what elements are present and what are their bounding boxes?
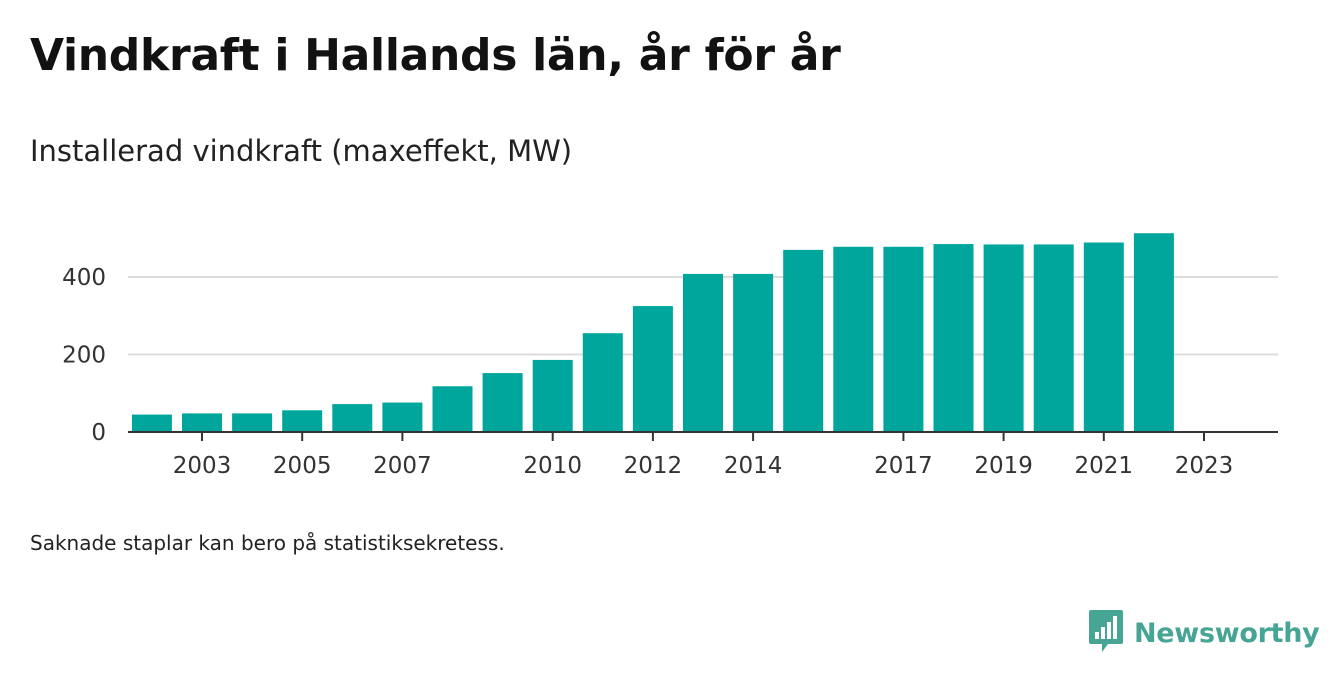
axes: 0 200 400 2003 2005 2007 2010 2012 2014 2017 2019 2…: [62, 265, 1278, 479]
x-tick-label: 2003: [173, 453, 232, 479]
brand-name: Newsworthy: [1134, 617, 1320, 649]
chart-title: Vindkraft i Hallands län, år för år: [30, 30, 841, 81]
bar-2011[interactable]: [582, 333, 623, 432]
x-tick-label: 2021: [1075, 453, 1134, 479]
bar-2012[interactable]: [632, 306, 673, 432]
bars: [131, 233, 1174, 432]
bar-2019[interactable]: [983, 244, 1024, 432]
bar-2022[interactable]: [1133, 233, 1174, 432]
bar-2017[interactable]: [883, 246, 924, 432]
x-tick-label: 2014: [724, 453, 783, 479]
bar-2007[interactable]: [382, 402, 423, 432]
bar-2016[interactable]: [833, 246, 874, 432]
x-tick-label: 2017: [874, 453, 933, 479]
x-tick-label: 2019: [974, 453, 1033, 479]
bar-2009[interactable]: [482, 373, 523, 432]
footnote: Saknade staplar kan bero på statistiksek…: [30, 531, 505, 555]
y-tick-label: 400: [62, 265, 106, 291]
x-tick-label: 2005: [273, 453, 332, 479]
x-tick-label: 2010: [523, 453, 582, 479]
brand[interactable]: Newsworthy: [1088, 608, 1320, 658]
bar-2014[interactable]: [733, 273, 774, 432]
x-tick-label: 2012: [624, 453, 683, 479]
bar-2021[interactable]: [1083, 242, 1124, 432]
bar-2006[interactable]: [332, 404, 373, 432]
bar-2003[interactable]: [182, 413, 222, 432]
bar-2020[interactable]: [1033, 244, 1074, 432]
bar-2008[interactable]: [432, 386, 473, 432]
chart-subtitle: Installerad vindkraft (maxeffekt, MW): [30, 134, 573, 168]
bar-2010[interactable]: [532, 359, 573, 432]
bar-chart: 0 200 400 2003 2005 2007 2010 2012 2014 2017 2019 2…: [62, 233, 1278, 479]
x-tick-label: 2007: [373, 453, 432, 479]
y-tick-label: 200: [62, 343, 106, 369]
bar-2013[interactable]: [683, 273, 723, 432]
y-tick-label: 0: [91, 420, 106, 446]
x-tick-label: 2023: [1175, 453, 1234, 479]
bar-2004[interactable]: [232, 413, 273, 432]
bar-2015[interactable]: [783, 249, 824, 432]
newsworthy-logo-icon: [1088, 608, 1124, 658]
bar-2005[interactable]: [282, 410, 323, 432]
bar-2018[interactable]: [933, 244, 974, 432]
bar-2002[interactable]: [131, 414, 172, 432]
